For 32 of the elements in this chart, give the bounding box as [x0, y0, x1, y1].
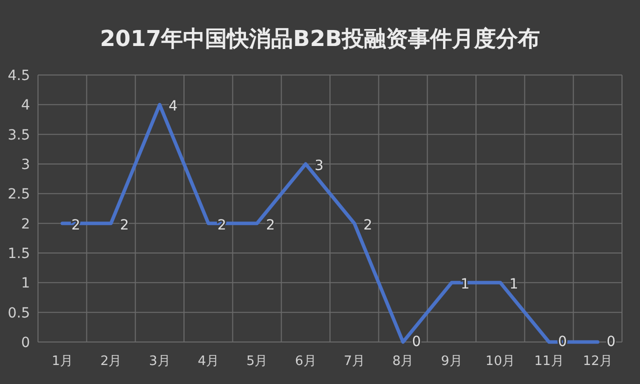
y-tick-label: 2 [21, 216, 30, 232]
x-tick-label: 3月 [149, 354, 170, 369]
y-tick-label: 3 [21, 157, 30, 173]
y-tick-label: 0.5 [8, 305, 30, 322]
y-tick-label: 1 [21, 276, 30, 292]
y-tick-label: 4 [21, 98, 30, 114]
data-label: 0 [412, 334, 421, 350]
x-tick-label: 8月 [392, 354, 414, 369]
data-label: 1 [509, 276, 518, 293]
x-tick-label: 10月 [486, 354, 516, 369]
y-tick-label: 3.5 [8, 127, 30, 144]
data-label: 2 [120, 217, 129, 234]
chart-title: 2017年中国快消品B2B投融资事件月度分布 [100, 26, 540, 52]
x-tick-label: 4月 [198, 354, 219, 369]
x-tick-label: 12月 [582, 354, 612, 369]
data-label: 0 [606, 334, 616, 350]
x-tick-label: 6月 [295, 354, 316, 369]
x-tick-label: 7月 [344, 354, 365, 369]
data-label: 2 [266, 217, 275, 234]
x-tick-label: 1月 [52, 354, 73, 369]
y-tick-label: 0 [21, 335, 30, 351]
x-tick-label: 2月 [100, 354, 122, 369]
data-label: 4 [168, 98, 178, 115]
data-label: 3 [314, 158, 324, 174]
x-tick-label: 5月 [246, 354, 268, 369]
data-label: 0 [558, 334, 567, 350]
x-tick-label: 9月 [441, 354, 462, 369]
y-tick-label: 4.5 [8, 68, 30, 84]
x-tick-label: 11月 [534, 354, 564, 369]
y-tick-label: 1.5 [8, 246, 30, 262]
y-tick-label: 2.5 [8, 186, 30, 203]
data-label: 2 [363, 217, 372, 234]
